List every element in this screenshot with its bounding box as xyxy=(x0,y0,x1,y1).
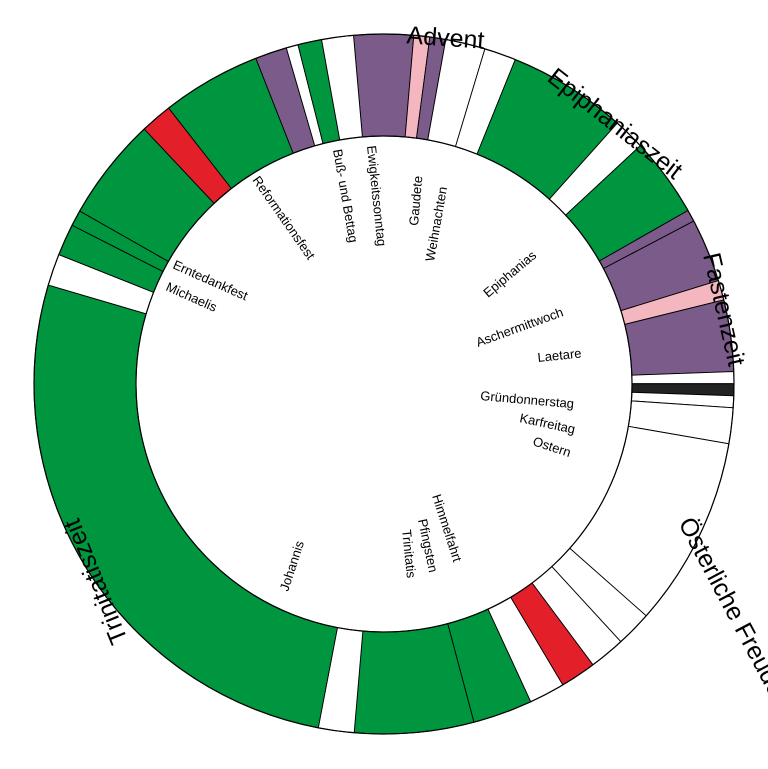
feast-label-weihnachten: Weihnachten xyxy=(422,185,450,262)
feast-label-gaudete: Gaudete xyxy=(406,175,425,226)
feast-label-epiphanias: Epiphanias xyxy=(480,247,539,300)
season-label-advent: Advent xyxy=(406,21,486,54)
feast-label-pfingsten: Pfingsten xyxy=(415,518,441,574)
feast-label-reformationsfest: Reformationsfest xyxy=(250,173,319,262)
feast-label-ewigkeitssonntag: Ewigkeitssonntag xyxy=(364,145,389,247)
feast-label-trinitatis: Trinitatis xyxy=(399,529,419,579)
feast-label-karfreitag: Karfreitag xyxy=(518,410,576,436)
feast-label-johannis: Johannis xyxy=(277,538,308,593)
feast-label-buss-und-bettag: Buß- und Bettag xyxy=(330,148,361,244)
segment-24-green xyxy=(33,284,338,729)
feast-label-gruendonnerstag: Gründonnerstag xyxy=(480,388,575,411)
wheel-segments xyxy=(33,33,735,735)
inner-ring xyxy=(135,135,633,633)
feast-label-ostern: Ostern xyxy=(531,434,573,460)
segment-0-purple xyxy=(353,33,415,138)
feast-label-laetare: Laetare xyxy=(537,345,582,365)
season-label-oesterliche-freudenzeit: Österliche Freudenzeit xyxy=(673,513,768,748)
outer-ring xyxy=(33,33,735,735)
feast-label-aschermittwoch: Aschermittwoch xyxy=(474,304,565,349)
